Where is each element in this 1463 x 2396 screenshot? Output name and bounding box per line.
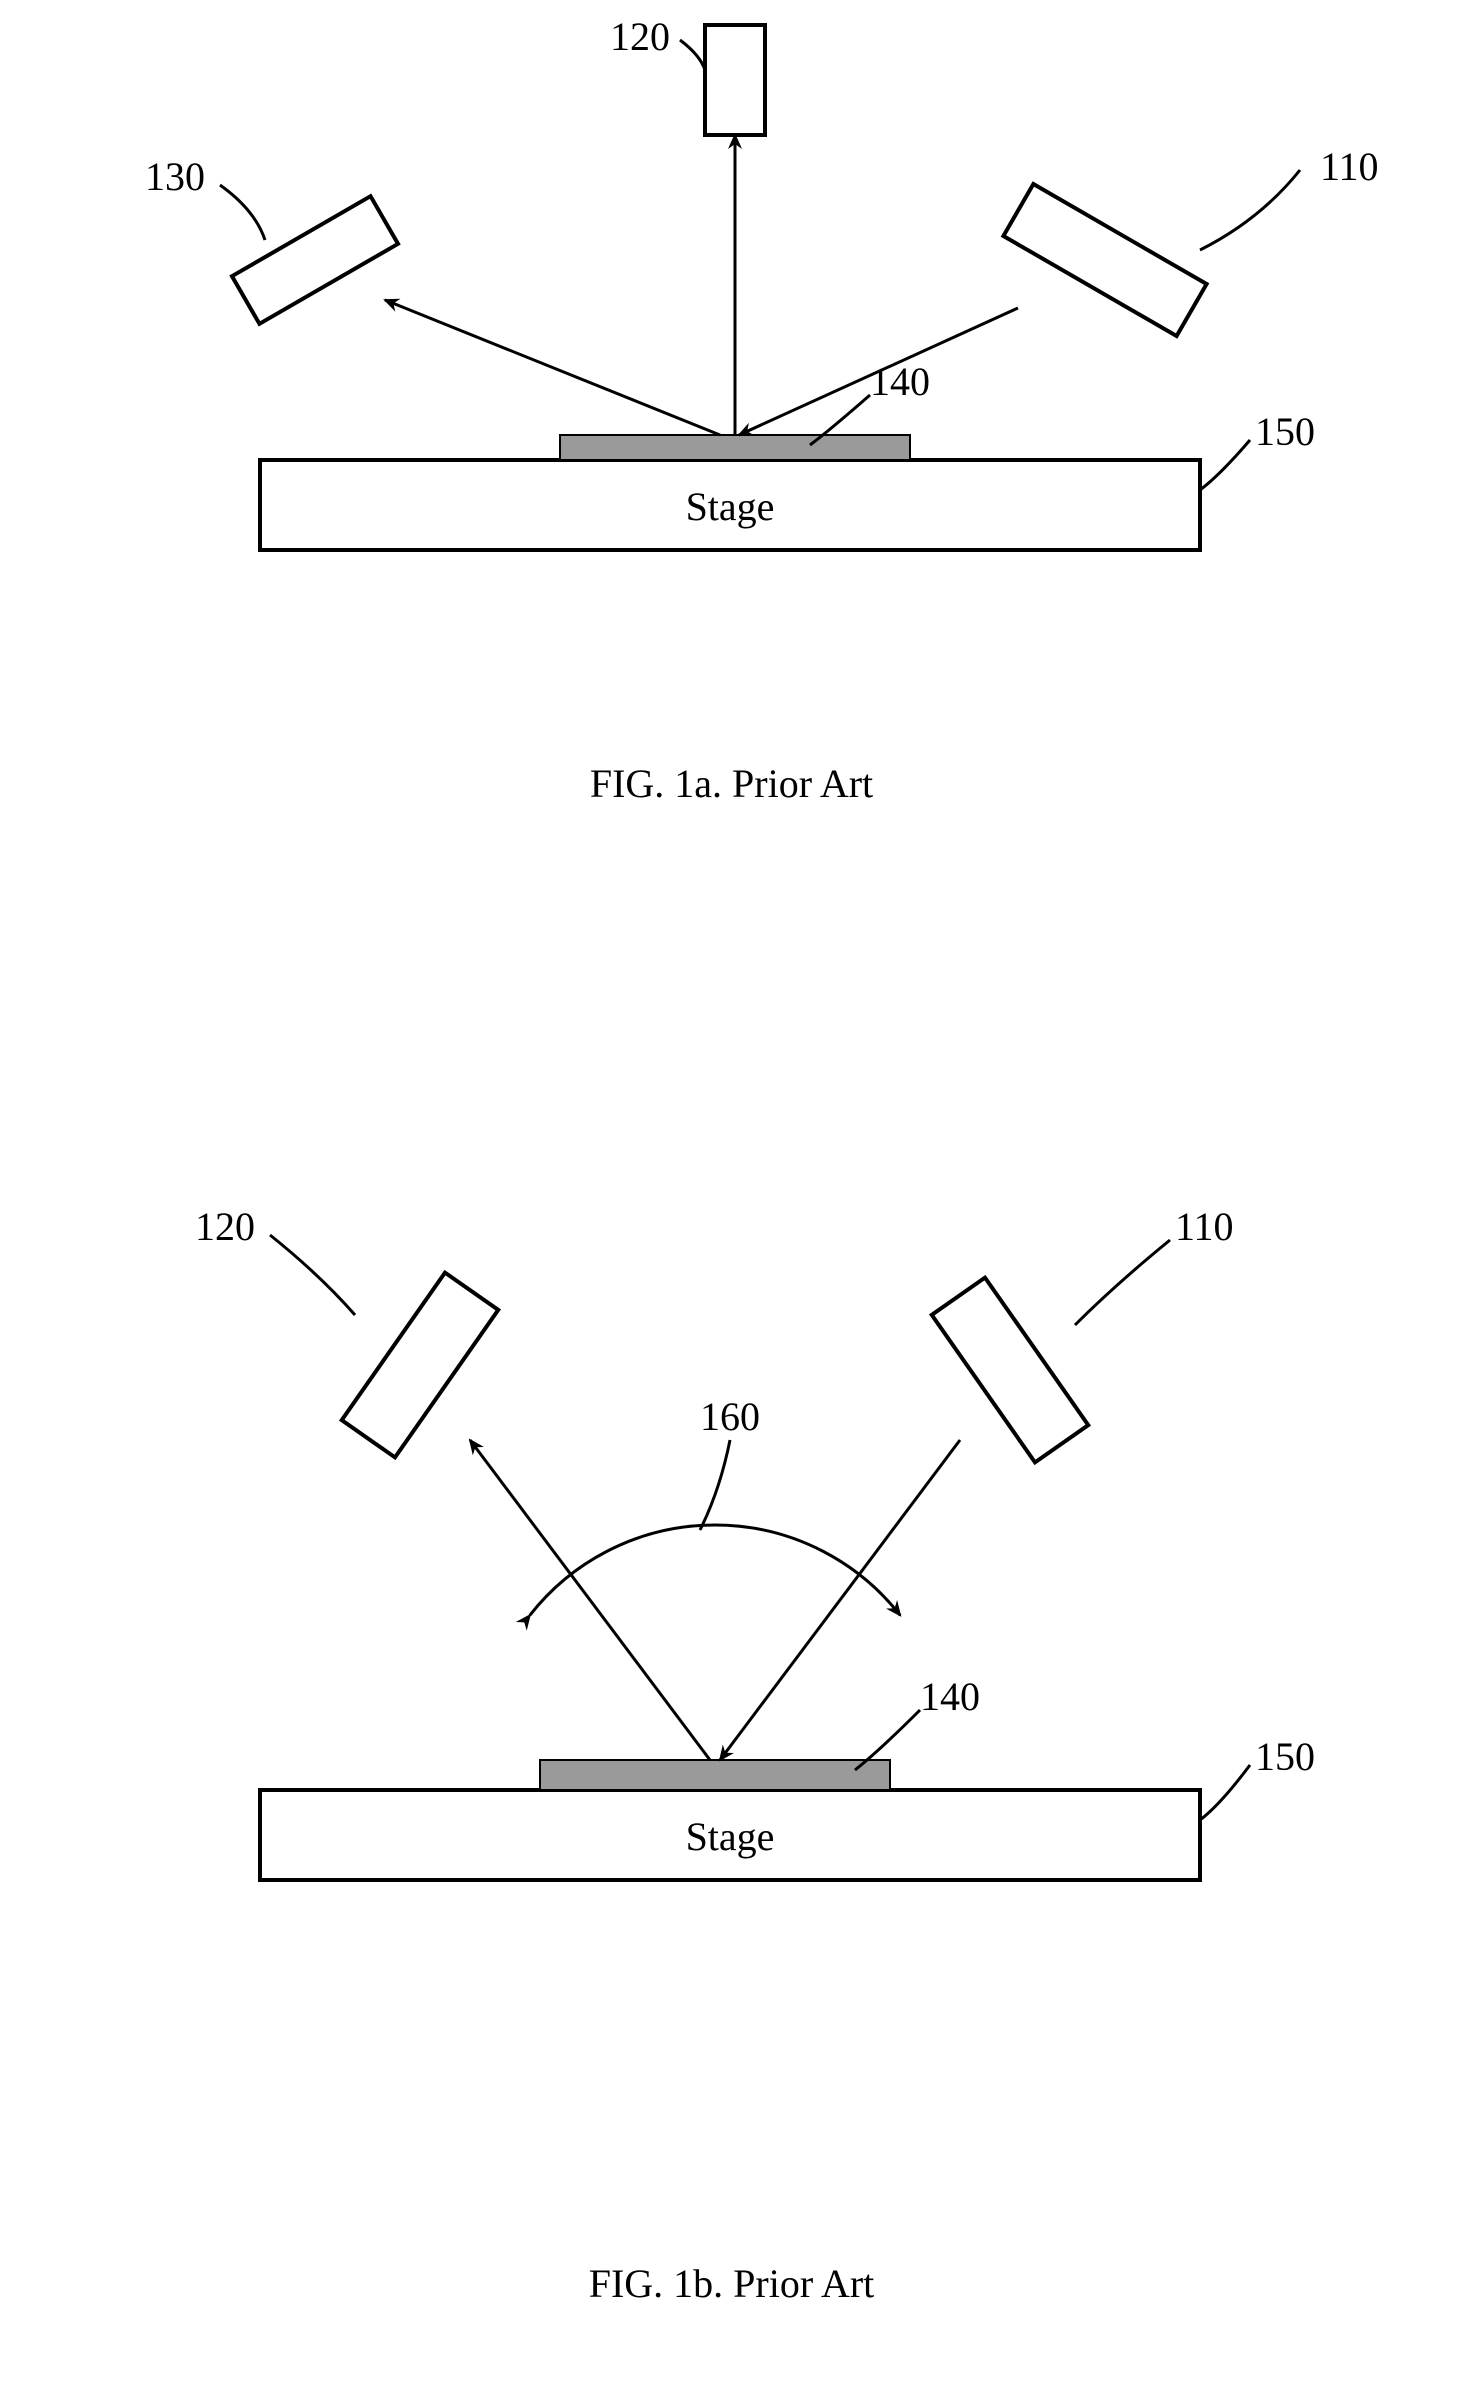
wafer-rect <box>560 435 910 460</box>
stage-150-leader <box>1200 440 1250 490</box>
angle-160-ref: 160 <box>700 1394 760 1439</box>
source-110-body <box>932 1278 1088 1463</box>
source-110-body <box>1003 184 1206 336</box>
detector-120-body <box>342 1273 498 1458</box>
figure-1a-caption: FIG. 1a. Prior Art <box>0 760 1463 807</box>
angle-160-arc <box>530 1525 900 1615</box>
detector-120-beam <box>470 1440 710 1760</box>
detector-120-ref: 120 <box>610 14 670 59</box>
detector-120-ref: 120 <box>195 1204 255 1249</box>
wafer-rect <box>540 1760 890 1790</box>
stage-label: Stage <box>686 484 775 529</box>
angle-160-leader <box>700 1440 730 1530</box>
detector-120-leader <box>680 40 705 70</box>
source-110-leader <box>1200 170 1300 250</box>
detector-120-leader <box>270 1235 355 1315</box>
page: Stage110130120140150 FIG. 1a. Prior Art … <box>0 0 1463 2396</box>
detector-120-body <box>705 25 765 135</box>
detector-130-beam <box>385 300 720 435</box>
figure-1b: Stage 110 120 160 140 150 <box>0 1150 1463 2050</box>
source-110-ref: 110 <box>1320 144 1379 189</box>
detector-130-leader <box>220 185 265 240</box>
wafer-140-ref: 140 <box>870 359 930 404</box>
detector-130-body <box>232 196 398 324</box>
stage-label: Stage <box>686 1814 775 1859</box>
wafer-140-ref: 140 <box>920 1674 980 1719</box>
figure-1a: Stage 110 130 120 140 150 <box>0 0 1463 760</box>
detector-130-ref: 130 <box>145 154 205 199</box>
source-110-ref: 110 <box>1175 1204 1234 1249</box>
source-110-leader <box>1075 1240 1170 1325</box>
stage-150-ref: 150 <box>1255 1734 1315 1779</box>
stage-150-leader <box>1200 1765 1250 1820</box>
stage-150-ref: 150 <box>1255 409 1315 454</box>
figure-1b-caption: FIG. 1b. Prior Art <box>0 2260 1463 2307</box>
